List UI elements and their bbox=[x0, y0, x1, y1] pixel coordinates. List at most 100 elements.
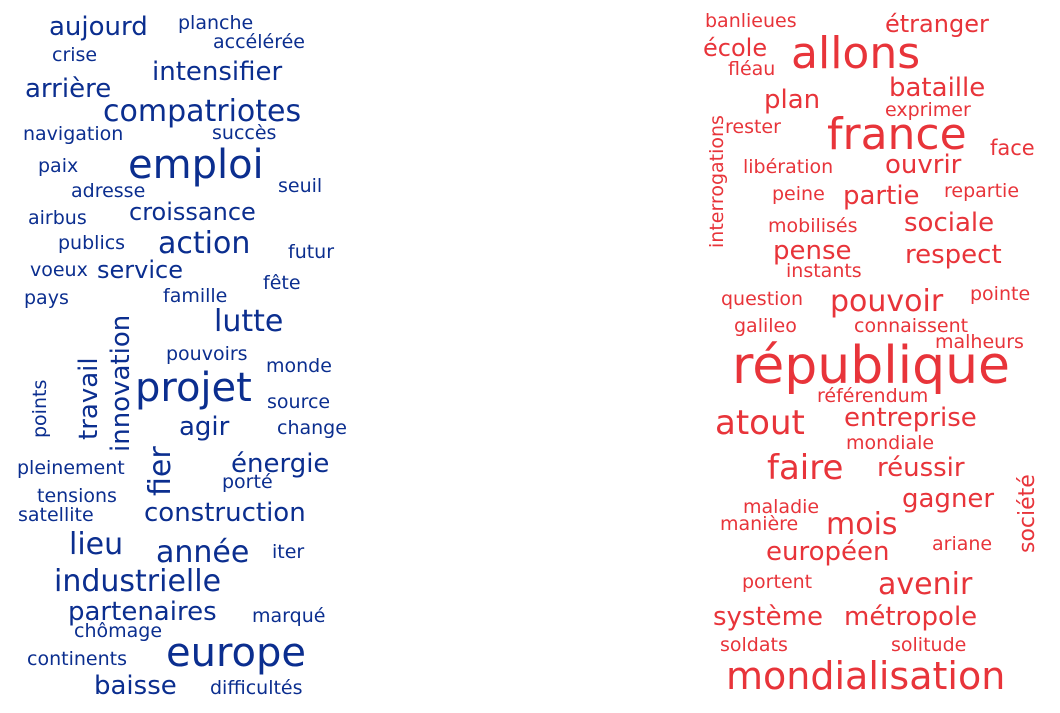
word: monde bbox=[266, 355, 332, 377]
word: bataille bbox=[889, 73, 986, 103]
word: arrière bbox=[25, 74, 112, 104]
word: publics bbox=[58, 232, 126, 254]
word: mondialisation bbox=[726, 654, 1006, 698]
word: futur bbox=[288, 241, 335, 263]
word: connaissent bbox=[854, 315, 969, 337]
word: peine bbox=[772, 183, 825, 205]
word: source bbox=[267, 391, 331, 413]
word: pouvoirs bbox=[166, 343, 248, 365]
word: paix bbox=[38, 155, 79, 177]
word: métropole bbox=[844, 602, 978, 632]
word: airbus bbox=[28, 207, 87, 229]
word: fier bbox=[143, 446, 178, 496]
word: succès bbox=[212, 122, 277, 144]
word: pleinement bbox=[17, 457, 125, 479]
word: fête bbox=[263, 272, 301, 294]
word: europe bbox=[166, 630, 306, 676]
word: industrielle bbox=[54, 564, 222, 599]
word: réussir bbox=[877, 453, 965, 483]
word: fléau bbox=[728, 58, 776, 80]
word: aujourd bbox=[49, 12, 148, 42]
word: navigation bbox=[23, 123, 124, 145]
word: atout bbox=[715, 403, 805, 443]
word: lutte bbox=[214, 304, 284, 339]
word: malheurs bbox=[935, 331, 1024, 353]
word: ouvrir bbox=[885, 150, 962, 180]
word: maladie bbox=[743, 496, 820, 518]
word: famille bbox=[163, 285, 228, 307]
word: action bbox=[158, 226, 251, 261]
word: mondiale bbox=[846, 432, 935, 454]
word: emploi bbox=[128, 142, 264, 188]
word-cloud-left: aujourd planche accélérée crise intensif… bbox=[17, 12, 347, 701]
word: service bbox=[97, 256, 183, 284]
word: accélérée bbox=[213, 31, 305, 53]
word: adresse bbox=[71, 180, 146, 202]
word: exprimer bbox=[885, 99, 971, 121]
word: travail bbox=[74, 357, 104, 440]
word-cloud-right: banlieues étranger école allons fléau ba… bbox=[530, 0, 1060, 713]
word: soldats bbox=[720, 634, 788, 656]
word: innovation bbox=[106, 314, 136, 452]
word: planche bbox=[178, 12, 254, 34]
word: société bbox=[1015, 474, 1040, 553]
word: face bbox=[990, 136, 1035, 160]
word: crise bbox=[52, 44, 98, 66]
word: manière bbox=[720, 513, 799, 535]
word: continents bbox=[27, 648, 127, 670]
word: république bbox=[732, 336, 1011, 396]
word: sociale bbox=[904, 208, 995, 238]
word: étranger bbox=[885, 10, 989, 38]
word: mobilisés bbox=[768, 215, 858, 237]
word: marqué bbox=[252, 605, 326, 627]
word: pense bbox=[773, 236, 852, 266]
word: pouvoir bbox=[830, 284, 944, 319]
word: année bbox=[156, 535, 250, 570]
word: solitude bbox=[891, 634, 967, 656]
word: baisse bbox=[94, 671, 177, 701]
word: respect bbox=[905, 240, 1002, 270]
word: compatriotes bbox=[103, 94, 302, 129]
word: avenir bbox=[878, 567, 973, 602]
word: plan bbox=[764, 85, 821, 115]
word: entreprise bbox=[844, 403, 977, 433]
word: ariane bbox=[932, 533, 993, 555]
word: intensifier bbox=[152, 57, 283, 87]
word: portent bbox=[742, 571, 813, 593]
word: difficultés bbox=[210, 677, 303, 699]
word: agir bbox=[179, 412, 230, 442]
word: satellite bbox=[18, 504, 94, 526]
word: pointe bbox=[970, 283, 1031, 305]
word: banlieues bbox=[705, 10, 797, 32]
word: change bbox=[277, 417, 347, 439]
word: croissance bbox=[129, 198, 256, 226]
word: projet bbox=[135, 365, 252, 411]
word: instants bbox=[786, 260, 862, 282]
word: porté bbox=[222, 471, 273, 493]
word: énergie bbox=[231, 449, 330, 479]
word: européen bbox=[766, 537, 890, 567]
word: pays bbox=[24, 287, 69, 309]
word: mois bbox=[826, 507, 898, 542]
word: voeux bbox=[30, 259, 88, 281]
word: tensions bbox=[37, 485, 117, 507]
word: référendum bbox=[817, 385, 929, 407]
word: question bbox=[721, 288, 804, 310]
word: construction bbox=[144, 498, 306, 528]
word: école bbox=[703, 34, 768, 62]
word: seuil bbox=[278, 175, 323, 197]
word: france bbox=[827, 109, 967, 160]
word: libération bbox=[743, 156, 834, 178]
word: repartie bbox=[944, 180, 1020, 202]
word: partie bbox=[843, 181, 920, 211]
word: faire bbox=[767, 448, 844, 488]
word: chômage bbox=[74, 620, 163, 642]
word: allons bbox=[791, 28, 921, 79]
word: partenaires bbox=[68, 597, 217, 627]
word: rester bbox=[725, 116, 781, 138]
word: système bbox=[713, 602, 823, 632]
word: galileo bbox=[734, 315, 797, 337]
word: iter bbox=[272, 541, 305, 563]
word: points bbox=[29, 379, 51, 438]
word: lieu bbox=[69, 527, 124, 562]
